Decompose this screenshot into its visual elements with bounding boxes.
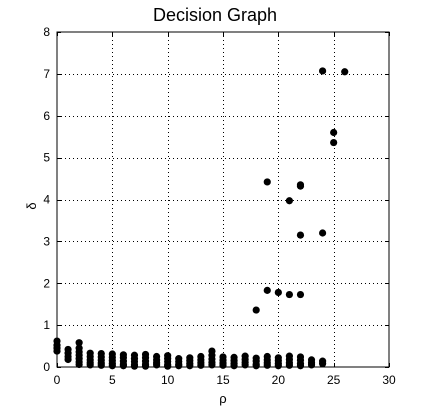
data-point bbox=[75, 339, 83, 347]
y-tick-label: 5 bbox=[43, 151, 50, 165]
y-tick-labels: 0 1 2 3 4 5 6 7 8 bbox=[43, 25, 50, 374]
grid-lines bbox=[57, 32, 389, 367]
data-point bbox=[119, 362, 127, 370]
data-point bbox=[197, 361, 205, 369]
data-point bbox=[330, 128, 338, 137]
data-point bbox=[274, 288, 282, 297]
x-tick-label: 10 bbox=[161, 373, 175, 387]
data-point bbox=[296, 231, 305, 239]
y-tick-label: 6 bbox=[43, 109, 50, 123]
data-point bbox=[252, 306, 260, 314]
x-tick-label: 15 bbox=[216, 373, 230, 387]
x-tick-label: 0 bbox=[54, 373, 61, 387]
data-point bbox=[97, 361, 105, 369]
y-tick-label: 4 bbox=[43, 193, 50, 207]
x-tick-label: 5 bbox=[109, 373, 116, 387]
data-point bbox=[130, 362, 139, 370]
data-point bbox=[285, 197, 293, 205]
plot-area bbox=[57, 32, 389, 367]
data-point bbox=[319, 360, 327, 368]
data-point bbox=[230, 362, 238, 370]
data-point bbox=[141, 362, 150, 370]
data-point bbox=[296, 362, 305, 370]
data-point bbox=[186, 362, 194, 370]
x-tick-label: 30 bbox=[382, 373, 396, 387]
data-point bbox=[75, 360, 83, 369]
chart-title: Decision Graph bbox=[153, 5, 277, 25]
x-axis-label: ρ bbox=[219, 391, 226, 406]
y-tick-label: 8 bbox=[43, 25, 50, 39]
data-point bbox=[319, 67, 327, 75]
axis-ticks bbox=[57, 32, 390, 368]
y-tick-label: 2 bbox=[43, 276, 50, 290]
data-point bbox=[341, 68, 349, 76]
data-point bbox=[296, 290, 305, 299]
y-axis-label: δ bbox=[24, 202, 39, 209]
data-point bbox=[319, 229, 327, 237]
x-tick-label: 25 bbox=[327, 373, 341, 387]
data-point bbox=[285, 290, 293, 299]
data-point bbox=[330, 138, 338, 147]
data-point bbox=[263, 178, 271, 186]
x-tick-label: 20 bbox=[272, 373, 286, 387]
data-point bbox=[252, 362, 260, 370]
scatter-points bbox=[53, 67, 349, 370]
y-tick-label: 3 bbox=[43, 234, 50, 248]
data-point bbox=[164, 362, 172, 370]
data-point bbox=[263, 286, 271, 294]
data-point bbox=[263, 361, 271, 369]
data-point bbox=[175, 362, 183, 370]
data-point bbox=[64, 355, 72, 364]
x-tick-labels: 0 5 10 15 20 25 30 bbox=[54, 373, 396, 387]
y-tick-label: 0 bbox=[43, 360, 50, 374]
data-point bbox=[285, 361, 293, 369]
y-tick-label: 7 bbox=[43, 67, 50, 81]
data-point bbox=[296, 182, 305, 190]
y-tick-label: 1 bbox=[43, 318, 50, 332]
